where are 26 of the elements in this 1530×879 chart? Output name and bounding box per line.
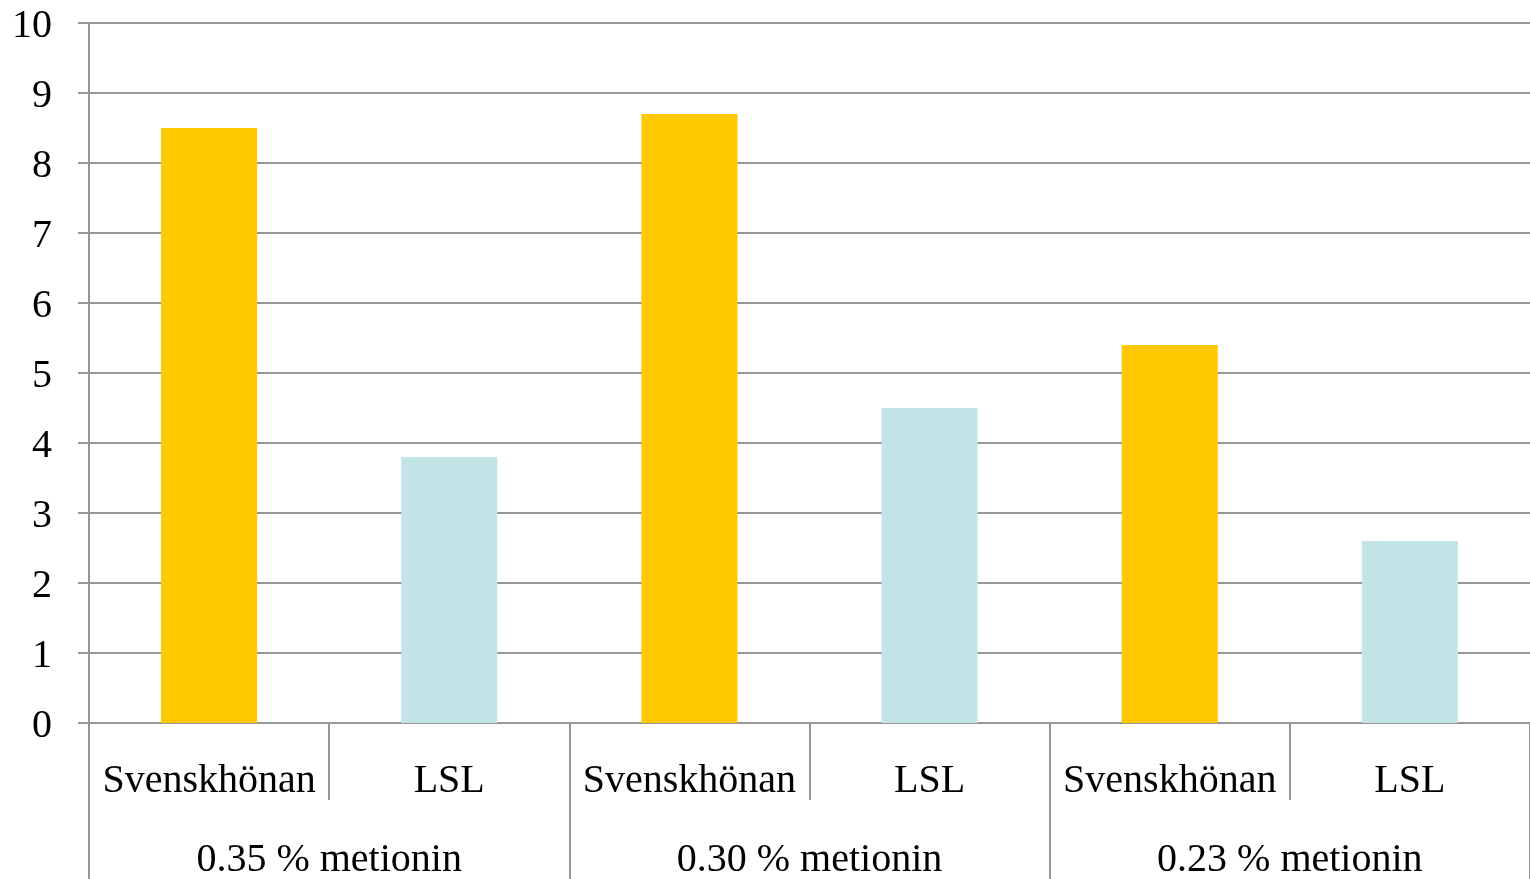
y-tick-label: 10	[12, 0, 52, 46]
text: 0.30 % metionin	[676, 834, 943, 879]
y-tick-label: 1	[32, 630, 52, 676]
bar	[881, 408, 978, 723]
y-tick-label: 2	[32, 560, 52, 606]
x-tick-label: Svenskhönan	[1063, 755, 1277, 801]
y-tick-label: 0	[32, 700, 52, 746]
bar	[1121, 345, 1218, 723]
y-tick-label: 4	[32, 420, 52, 466]
y-tick-label: 5	[32, 350, 52, 396]
x-tick-label: LSL	[1374, 755, 1446, 801]
x-tick-label: Svenskhönan	[582, 755, 797, 801]
text: 0.35 % metionin	[196, 834, 462, 879]
y-tick-label: 9	[32, 70, 52, 116]
y-tick-label: 8	[32, 140, 52, 186]
bar	[641, 114, 738, 723]
x-tick-label: LSL	[894, 755, 966, 801]
x-tick-label: Svenskhönan	[102, 755, 316, 801]
y-tick-label: 3	[32, 490, 52, 536]
y-tick-label: 7	[32, 210, 52, 256]
y-tick-label: 6	[32, 280, 52, 326]
x-tick-label: LSL	[413, 755, 485, 801]
bar	[1361, 541, 1458, 723]
bar	[161, 128, 258, 723]
text: 0.23 % metionin	[1157, 834, 1423, 879]
bar	[401, 457, 498, 723]
